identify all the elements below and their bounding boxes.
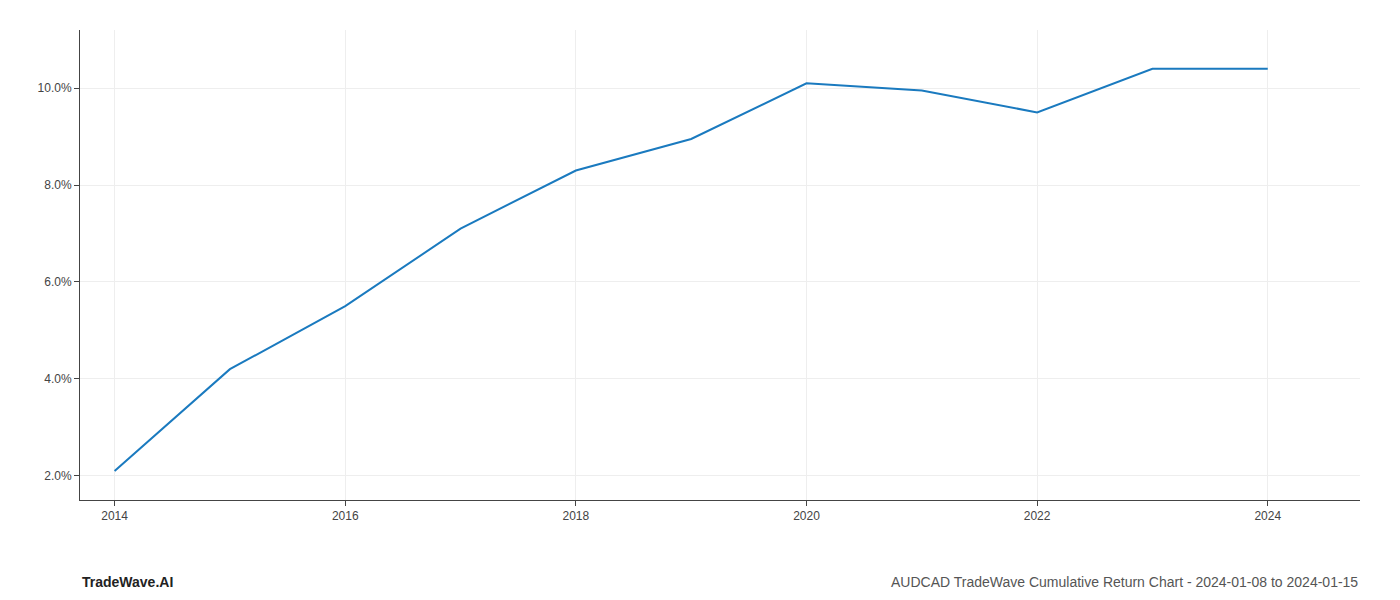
svg-text:2016: 2016 — [332, 509, 359, 523]
svg-text:2020: 2020 — [793, 509, 820, 523]
svg-text:4.0%: 4.0% — [44, 372, 72, 386]
svg-text:2018: 2018 — [563, 509, 590, 523]
svg-text:2.0%: 2.0% — [44, 469, 72, 483]
svg-text:2014: 2014 — [101, 509, 128, 523]
svg-text:8.0%: 8.0% — [44, 178, 72, 192]
svg-text:2024: 2024 — [1254, 509, 1281, 523]
svg-text:10.0%: 10.0% — [38, 81, 72, 95]
svg-text:6.0%: 6.0% — [44, 275, 72, 289]
svg-text:2022: 2022 — [1024, 509, 1051, 523]
svg-text:TradeWave.AI: TradeWave.AI — [82, 574, 173, 590]
svg-text:AUDCAD TradeWave Cumulative Re: AUDCAD TradeWave Cumulative Return Chart… — [891, 574, 1358, 590]
